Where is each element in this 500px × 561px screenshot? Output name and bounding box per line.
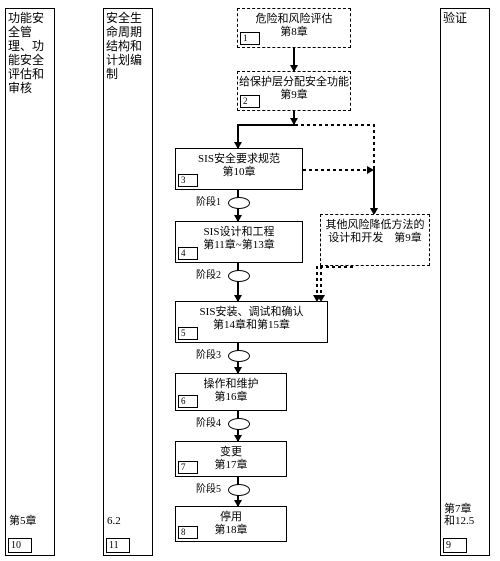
lane-id: 11: [106, 538, 130, 553]
node-7: 变更 第17章 7: [175, 441, 287, 477]
arrow-2-right: [295, 124, 373, 126]
phase-label: 阶段3: [196, 350, 221, 362]
node-line1: 其他风险降低方法的: [321, 219, 429, 232]
lane-footer: 第7章 和12.5: [444, 503, 474, 527]
arrow-3-right-v: [373, 169, 375, 214]
node-4: SIS设计和工程 第11章~第13章 4: [175, 221, 303, 263]
node-line1: 给保护层分配安全功能: [238, 76, 350, 89]
node-line1: SIS安全要求规范: [176, 153, 302, 166]
node-line1: SIS安装、调试和确认: [176, 306, 327, 319]
node-line1: 操作和维护: [176, 378, 286, 391]
node-3: SIS安全要求规范 第10章 3: [175, 148, 303, 190]
node-line1: 变更: [176, 446, 286, 459]
node-8: 停用 第18章 8: [175, 506, 287, 542]
node-6: 操作和维护 第16章 6: [175, 373, 287, 411]
arrow-2-split-left: [239, 124, 295, 126]
phase-ring-icon: [228, 197, 250, 209]
node-id: 2: [240, 95, 260, 108]
lane-footer: 6.2: [107, 515, 121, 527]
arrow-1-2: [293, 48, 295, 71]
arrow-4-5: [237, 263, 239, 301]
phase-ring-icon: [228, 418, 250, 430]
arrow-2-split-down: [293, 111, 295, 124]
lane-title: 安全生命周期结构和计划编制: [104, 9, 152, 81]
node-id: 8: [178, 526, 198, 539]
lane-title: 功能安全管理、功能安全评估和审核: [6, 9, 54, 95]
lane-id: 10: [8, 538, 32, 553]
node-id: 3: [178, 174, 198, 187]
arrow-2-3: [237, 124, 239, 148]
lane-col-11: 安全生命周期结构和计划编制 6.2 11: [103, 8, 153, 556]
lane-col-10: 功能安全管理、功能安全评估和审核 第5章 10: [5, 8, 55, 556]
arrow-right-to-5-h: [320, 266, 355, 268]
node-1: 危险和风险评估 第8章 1: [237, 8, 351, 48]
node-id: 1: [240, 32, 260, 45]
arrow-3-right: [303, 169, 373, 171]
lane-footer: 第5章: [9, 515, 37, 527]
lane-title: 验证: [441, 9, 489, 25]
node-line1: SIS设计和工程: [176, 226, 302, 239]
node-5: SIS安装、调试和确认 第14章和第15章 5: [175, 301, 328, 343]
node-line2: 设计和开发 第9章: [321, 232, 429, 245]
node-line1: 停用: [176, 511, 286, 524]
phase-ring-icon: [228, 270, 250, 282]
phase-label: 阶段5: [196, 484, 221, 496]
phase-label: 阶段2: [196, 270, 221, 282]
node-id: 6: [178, 395, 198, 408]
node-2: 给保护层分配安全功能 第9章 2: [237, 71, 351, 111]
node-id: 5: [178, 327, 198, 340]
node-line2: 第14章和第15章: [176, 319, 327, 332]
phase-ring-icon: [228, 484, 250, 496]
node-line1: 危险和风险评估: [238, 13, 350, 26]
lane-id: 9: [443, 538, 467, 553]
node-id: 4: [178, 247, 198, 260]
node-right: 其他风险降低方法的 设计和开发 第9章: [320, 214, 430, 266]
lane-col-9: 验证 第7章 和12.5 9: [440, 8, 490, 556]
node-id: 7: [178, 461, 198, 474]
phase-label: 阶段1: [196, 197, 221, 209]
arrow-nR-n5: [316, 266, 318, 301]
phase-ring-icon: [228, 350, 250, 362]
phase-label: 阶段4: [196, 418, 221, 430]
